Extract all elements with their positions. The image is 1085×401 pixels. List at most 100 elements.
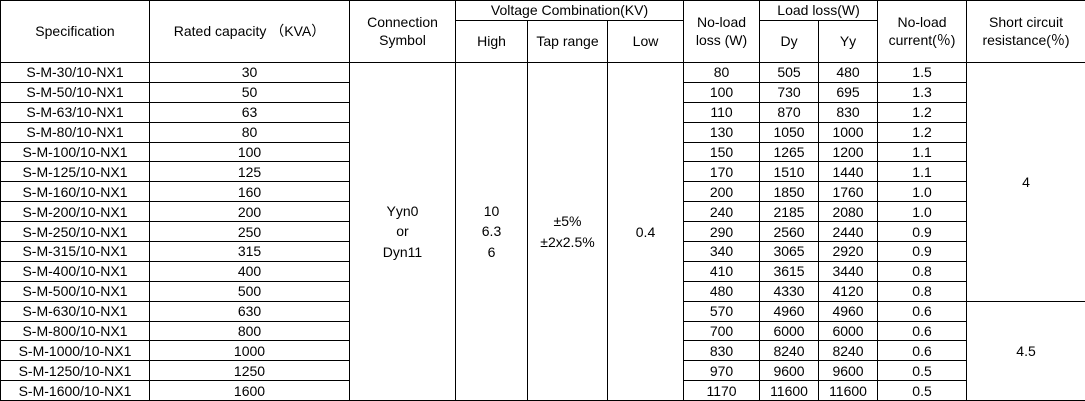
table-row: S-M-500/10-NX1 500 480 4330 4120 0.8 — [0, 280, 1085, 302]
col-header-no-load-loss: No-load loss (W) — [683, 0, 761, 63]
no-load-loss-cell: 130 — [683, 121, 761, 143]
load-loss-yy-cell: 480 — [818, 62, 879, 83]
spec-cell: S-M-250/10-NX1 — [0, 221, 150, 243]
col-header-no-load-current: No-load current(％) — [877, 0, 968, 63]
col-header-connection-symbol: Connection Symbol — [349, 0, 456, 63]
load-loss-dy-cell: 4960 — [759, 300, 820, 322]
no-load-current-cell: 1.2 — [877, 121, 968, 143]
no-load-current-cell: 1.5 — [877, 62, 968, 83]
table-row: S-M-1600/10-NX1 1600 1170 11600 11600 0.… — [0, 380, 1085, 401]
capacity-cell: 50 — [149, 81, 350, 103]
short-circuit-resistance-cell: 4.5 — [966, 300, 1085, 401]
spec-cell: S-M-100/10-NX1 — [0, 141, 150, 163]
low-voltage-cell: 0.4 — [606, 61, 685, 401]
table-row: S-M-630/10-NX1 630 570 4960 4960 0.6 4.5 — [0, 300, 1085, 401]
load-loss-dy-cell: 9600 — [759, 360, 820, 382]
load-loss-dy-cell: 505 — [759, 62, 820, 83]
load-loss-dy-cell: 2560 — [759, 221, 820, 243]
no-load-loss-cell: 100 — [683, 81, 761, 103]
table-row: S-M-315/10-NX1 315 340 3065 2920 0.9 — [0, 241, 1085, 262]
load-loss-dy-cell: 3615 — [759, 260, 820, 282]
load-loss-yy-cell: 4120 — [818, 280, 879, 302]
no-load-current-cell: 0.6 — [877, 320, 968, 342]
load-loss-yy-cell: 2440 — [818, 221, 879, 243]
no-load-current-cell: 0.5 — [877, 380, 968, 401]
capacity-cell: 250 — [149, 221, 350, 243]
load-loss-yy-cell: 1000 — [818, 121, 879, 143]
no-load-current-cell: 1.1 — [877, 161, 968, 183]
table-row: S-M-1000/10-NX1 1000 830 8240 8240 0.6 — [0, 340, 1085, 362]
load-loss-yy-cell: 1200 — [818, 141, 879, 163]
no-load-loss-cell: 410 — [683, 260, 761, 282]
capacity-cell: 200 — [149, 201, 350, 223]
load-loss-yy-cell: 695 — [818, 81, 879, 103]
spec-cell: S-M-30/10-NX1 — [0, 62, 150, 83]
capacity-cell: 400 — [149, 260, 350, 282]
no-load-loss-cell: 1170 — [683, 380, 761, 401]
header-row-2: High Tap range Low Dy Yy — [1, 20, 1085, 63]
table-row: S-M-250/10-NX1 250 290 2560 2440 0.9 — [0, 221, 1085, 243]
capacity-cell: 315 — [149, 241, 350, 262]
no-load-loss-cell: 970 — [683, 360, 761, 382]
spec-cell: S-M-400/10-NX1 — [0, 260, 150, 282]
no-load-current-cell: 0.5 — [877, 360, 968, 382]
spec-cell: S-M-1250/10-NX1 — [0, 360, 150, 382]
col-header-load-loss: Load loss(W) — [759, 0, 879, 21]
capacity-cell: 1000 — [149, 340, 350, 362]
load-loss-dy-cell: 730 — [759, 81, 820, 103]
col-header-short-circuit-resistance: Short circuit resistance(％) — [966, 0, 1085, 63]
spec-cell: S-M-200/10-NX1 — [0, 201, 150, 223]
col-header-dy: Dy — [759, 20, 820, 63]
capacity-cell: 63 — [149, 101, 350, 123]
spec-cell: S-M-1600/10-NX1 — [0, 380, 150, 401]
col-header-tap-range: Tap range — [527, 20, 608, 63]
load-loss-yy-cell: 6000 — [818, 320, 879, 342]
capacity-cell: 160 — [149, 181, 350, 203]
load-loss-dy-cell: 4330 — [759, 280, 820, 302]
capacity-cell: 100 — [149, 141, 350, 163]
load-loss-dy-cell: 2185 — [759, 201, 820, 223]
no-load-loss-cell: 290 — [683, 221, 761, 243]
table-row: S-M-1250/10-NX1 1250 970 9600 9600 0.5 — [0, 360, 1085, 382]
spec-cell: S-M-50/10-NX1 — [0, 81, 150, 103]
load-loss-yy-cell: 2920 — [818, 241, 879, 262]
no-load-loss-cell: 480 — [683, 280, 761, 302]
no-load-loss-cell: 570 — [683, 300, 761, 322]
header-row-1: Specification Rated capacity （KVA） Conne… — [0, 0, 1085, 63]
table-row: S-M-80/10-NX1 80 130 1050 1000 1.2 — [0, 121, 1085, 143]
no-load-current-cell: 0.8 — [877, 280, 968, 302]
no-load-loss-cell: 200 — [683, 181, 761, 203]
no-load-current-cell: 1.1 — [877, 141, 968, 163]
table-row: S-M-30/10-NX1 30 Yyn0 or Dyn11 10 6.3 6 … — [0, 61, 1085, 401]
load-loss-dy-cell: 870 — [759, 101, 820, 123]
table-row: S-M-63/10-NX1 63 110 870 830 1.2 — [0, 101, 1085, 123]
spec-cell: S-M-125/10-NX1 — [0, 161, 150, 183]
no-load-loss-cell: 240 — [683, 201, 761, 223]
col-header-rated-capacity: Rated capacity （KVA） — [149, 0, 350, 63]
no-load-current-cell: 1.0 — [877, 201, 968, 223]
table-row: S-M-200/10-NX1 200 240 2185 2080 1.0 — [0, 201, 1085, 223]
load-loss-dy-cell: 1850 — [759, 181, 820, 203]
capacity-cell: 125 — [149, 161, 350, 183]
capacity-cell: 80 — [149, 121, 350, 143]
short-circuit-resistance-cell: 4 — [966, 62, 1085, 302]
load-loss-yy-cell: 8240 — [818, 340, 879, 362]
load-loss-dy-cell: 1050 — [759, 121, 820, 143]
no-load-current-cell: 0.8 — [877, 260, 968, 282]
no-load-loss-cell: 340 — [683, 241, 761, 262]
load-loss-yy-cell: 9600 — [818, 360, 879, 382]
spec-cell: S-M-500/10-NX1 — [0, 280, 150, 302]
load-loss-yy-cell: 11600 — [818, 380, 879, 401]
spec-cell: S-M-80/10-NX1 — [0, 121, 150, 143]
spec-cell: S-M-63/10-NX1 — [0, 101, 150, 123]
load-loss-yy-cell: 1440 — [818, 161, 879, 183]
spec-cell: S-M-315/10-NX1 — [0, 241, 150, 262]
no-load-current-cell: 1.0 — [877, 181, 968, 203]
load-loss-dy-cell: 1510 — [759, 161, 820, 183]
col-header-voltage-combination: Voltage Combination(KV) — [454, 0, 685, 21]
load-loss-dy-cell: 8240 — [759, 340, 820, 362]
no-load-current-cell: 0.6 — [877, 340, 968, 362]
col-header-yy: Yy — [818, 20, 879, 63]
spec-cell: S-M-160/10-NX1 — [0, 181, 150, 203]
